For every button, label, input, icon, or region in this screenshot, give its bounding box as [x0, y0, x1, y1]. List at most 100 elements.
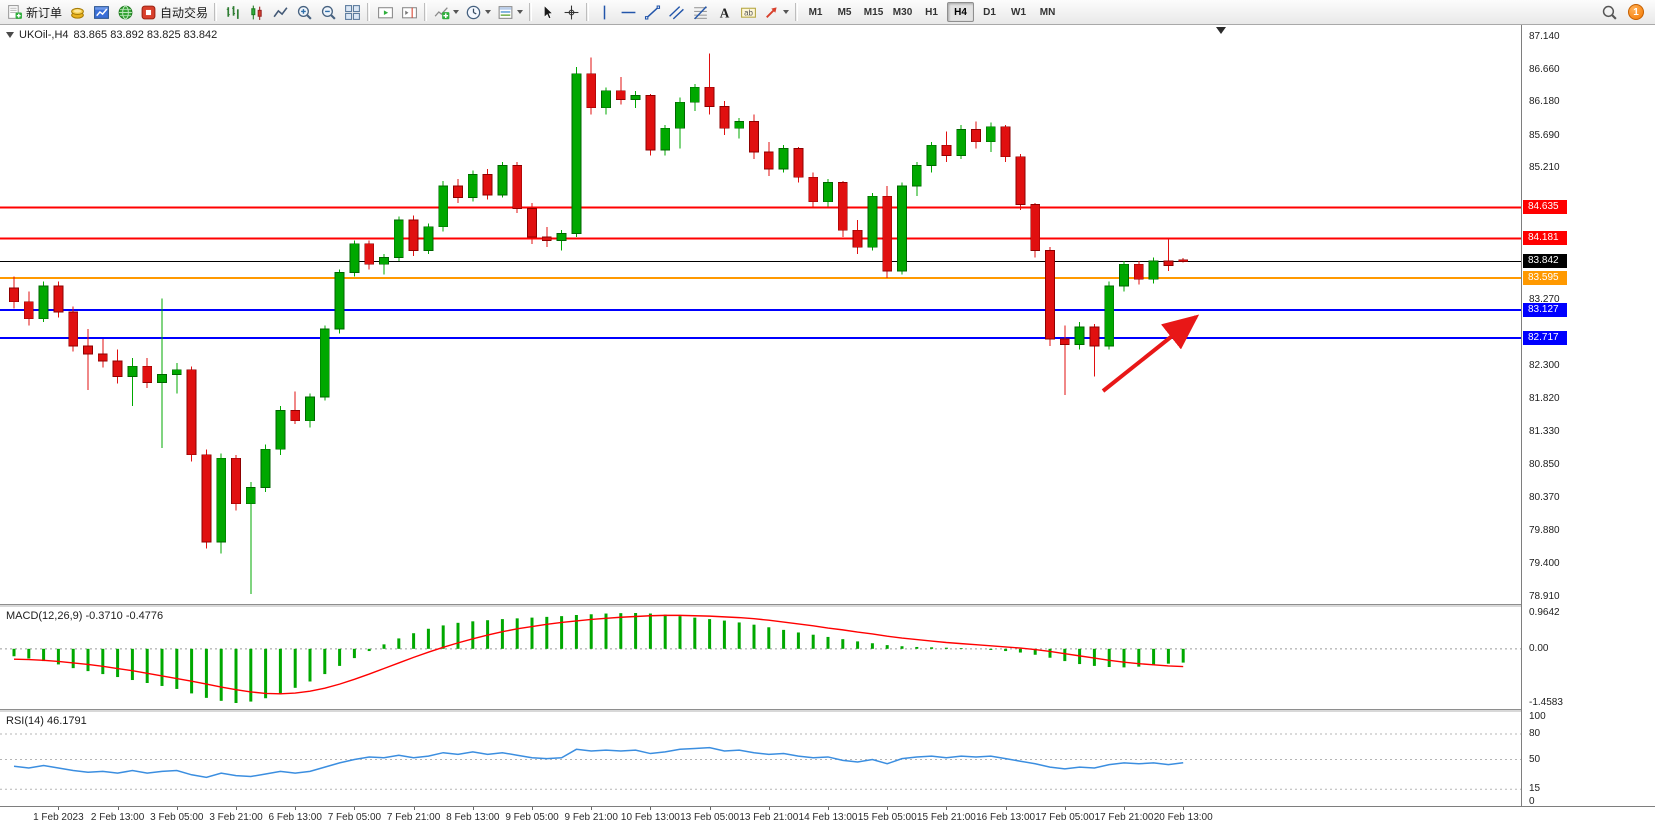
- macd-panel[interactable]: MACD(12,26,9) -0.3710 -0.4776: [0, 607, 1521, 709]
- time-axis-tick: [1183, 807, 1185, 810]
- arrows-dropdown-chevron: [783, 10, 790, 14]
- timeframe-button-d1[interactable]: D1: [983, 6, 996, 18]
- time-label: 6 Feb 13:00: [268, 812, 322, 823]
- time-axis[interactable]: 1 Feb 2023 2 Feb 13:00 3 Feb 05:00 3 Feb 21…: [0, 806, 1655, 827]
- new-order-label: 新订单: [26, 5, 63, 20]
- candlestick-chart-button[interactable]: [244, 1, 268, 23]
- time-axis-tick: [1005, 807, 1007, 810]
- autotrading-button[interactable]: 自动交易: [137, 1, 211, 23]
- toolbar-separator: [586, 3, 590, 21]
- time-axis-tick: [532, 807, 533, 810]
- panel-divider[interactable]: [0, 604, 1655, 607]
- globe-button[interactable]: [113, 1, 137, 23]
- macd-scale-label: 0.9642: [1529, 607, 1560, 618]
- indicators-dropdown-chevron: [453, 10, 460, 14]
- chart-shift-icon: [401, 4, 418, 21]
- price-level-badge: 82.717: [1523, 330, 1567, 345]
- time-axis-tick: [1064, 807, 1066, 810]
- time-label: 17 Feb 21:00: [1094, 812, 1154, 823]
- timeframe-button-mn[interactable]: MN: [1039, 6, 1056, 18]
- text-label-button[interactable]: ab: [736, 1, 760, 23]
- chart-shift-marker-icon[interactable]: [1216, 27, 1226, 34]
- time-axis-tick: [828, 807, 829, 810]
- timeframe-button-w1[interactable]: W1: [1011, 6, 1027, 18]
- main-chart-panel[interactable]: UKOil-,H4 83.865 83.892 83.825 83.842: [0, 25, 1521, 604]
- line-chart-icon: [272, 4, 289, 21]
- timeframe-button-m15[interactable]: M15: [863, 6, 884, 18]
- vertical-line-button[interactable]: [592, 1, 616, 23]
- crosshair-icon: [563, 4, 580, 21]
- timeframe-button-h1[interactable]: H1: [925, 6, 938, 18]
- time-axis-tick: [295, 807, 297, 810]
- new-order-button[interactable]: 新订单: [3, 1, 65, 23]
- notification-count: 1: [1633, 6, 1639, 18]
- zoom-in-icon: [296, 4, 313, 21]
- time-axis-tick: [591, 807, 593, 810]
- time-label: 13 Feb 21:00: [739, 812, 799, 823]
- line-chart-button[interactable]: [268, 1, 292, 23]
- search-button[interactable]: [1597, 1, 1621, 23]
- crosshair-button[interactable]: [559, 1, 583, 23]
- price-scale-label: 82.300: [1529, 360, 1560, 372]
- time-label: 1 Feb 2023: [33, 812, 84, 823]
- zoom-out-button[interactable]: [316, 1, 340, 23]
- clock-icon: [465, 4, 482, 21]
- time-label: 13 Feb 05:00: [680, 812, 740, 823]
- templates-button[interactable]: [494, 1, 526, 23]
- time-label: 9 Feb 21:00: [564, 812, 618, 823]
- horizontal-line-button[interactable]: [616, 1, 640, 23]
- toolbar-right-group: 1: [1597, 1, 1652, 23]
- price-level-badge: 83.127: [1523, 303, 1567, 318]
- price-level-badge: 83.842: [1523, 254, 1567, 269]
- bar-chart-button[interactable]: [220, 1, 244, 23]
- indicators-button[interactable]: [430, 1, 462, 23]
- notification-badge[interactable]: 1: [1628, 4, 1644, 20]
- rsi-panel[interactable]: RSI(14) 46.1791: [0, 712, 1521, 806]
- channel-button[interactable]: [664, 1, 688, 23]
- timeframe-group: M1 M5 M15 M30 H1 H4 D1 W1 MN: [801, 2, 1062, 22]
- text-button[interactable]: A: [712, 1, 736, 23]
- chart-ohlc-label: UKOil-,H4 83.865 83.892 83.825 83.842: [6, 29, 217, 41]
- periods-button[interactable]: [462, 1, 494, 23]
- arrows-button[interactable]: [760, 1, 792, 23]
- time-label: 7 Feb 21:00: [386, 812, 441, 823]
- globe-icon: [117, 4, 134, 21]
- macd-scale-label: -1.4583: [1529, 696, 1563, 708]
- auto-scroll-icon: [377, 4, 394, 21]
- search-icon: [1601, 4, 1618, 21]
- gold-coin-button[interactable]: [65, 1, 89, 23]
- one-click-trading-collapse-icon[interactable]: [6, 32, 14, 38]
- time-axis-tick: [176, 807, 178, 810]
- time-label: 2 Feb 13:00: [90, 812, 145, 823]
- time-label: 20 Feb 13:00: [1153, 812, 1213, 823]
- svg-text:ab: ab: [744, 8, 753, 17]
- macd-canvas[interactable]: [0, 607, 1521, 709]
- price-scale-label: 86.660: [1529, 63, 1560, 75]
- price-scale-label: 85.690: [1529, 129, 1560, 141]
- chart-window-icon: [93, 4, 110, 21]
- rsi-scale-label: 0: [1529, 796, 1535, 807]
- timeframe-button-m5[interactable]: M5: [837, 6, 852, 18]
- rsi-canvas[interactable]: [0, 712, 1521, 806]
- price-scale-label: 81.330: [1529, 426, 1560, 438]
- time-axis-tick: [1124, 807, 1125, 810]
- price-scale-column[interactable]: 87.140 86.660 86.180 85.690 85.210 83.270 82.3…: [1521, 25, 1655, 827]
- toolbar-separator: [214, 3, 218, 21]
- timeframe-button-m30[interactable]: M30: [892, 6, 913, 18]
- tile-windows-button[interactable]: [340, 1, 364, 23]
- cursor-button[interactable]: [535, 1, 559, 23]
- chart-shift-button[interactable]: [397, 1, 421, 23]
- auto-scroll-button[interactable]: [373, 1, 397, 23]
- time-label: 14 Feb 13:00: [798, 812, 858, 823]
- chart-window-button[interactable]: [89, 1, 113, 23]
- candlestick-chart-canvas[interactable]: [0, 25, 1521, 604]
- panel-divider[interactable]: [0, 709, 1655, 712]
- autotrading-icon: [140, 4, 157, 21]
- horizontal-line-icon: [620, 4, 637, 21]
- timeframe-button-h4[interactable]: H4: [947, 2, 975, 22]
- macd-label: MACD(12,26,9) -0.3710 -0.4776: [6, 610, 164, 622]
- timeframe-button-m1[interactable]: M1: [808, 6, 823, 18]
- zoom-in-button[interactable]: [292, 1, 316, 23]
- fibonacci-button[interactable]: [688, 1, 712, 23]
- trendline-button[interactable]: [640, 1, 664, 23]
